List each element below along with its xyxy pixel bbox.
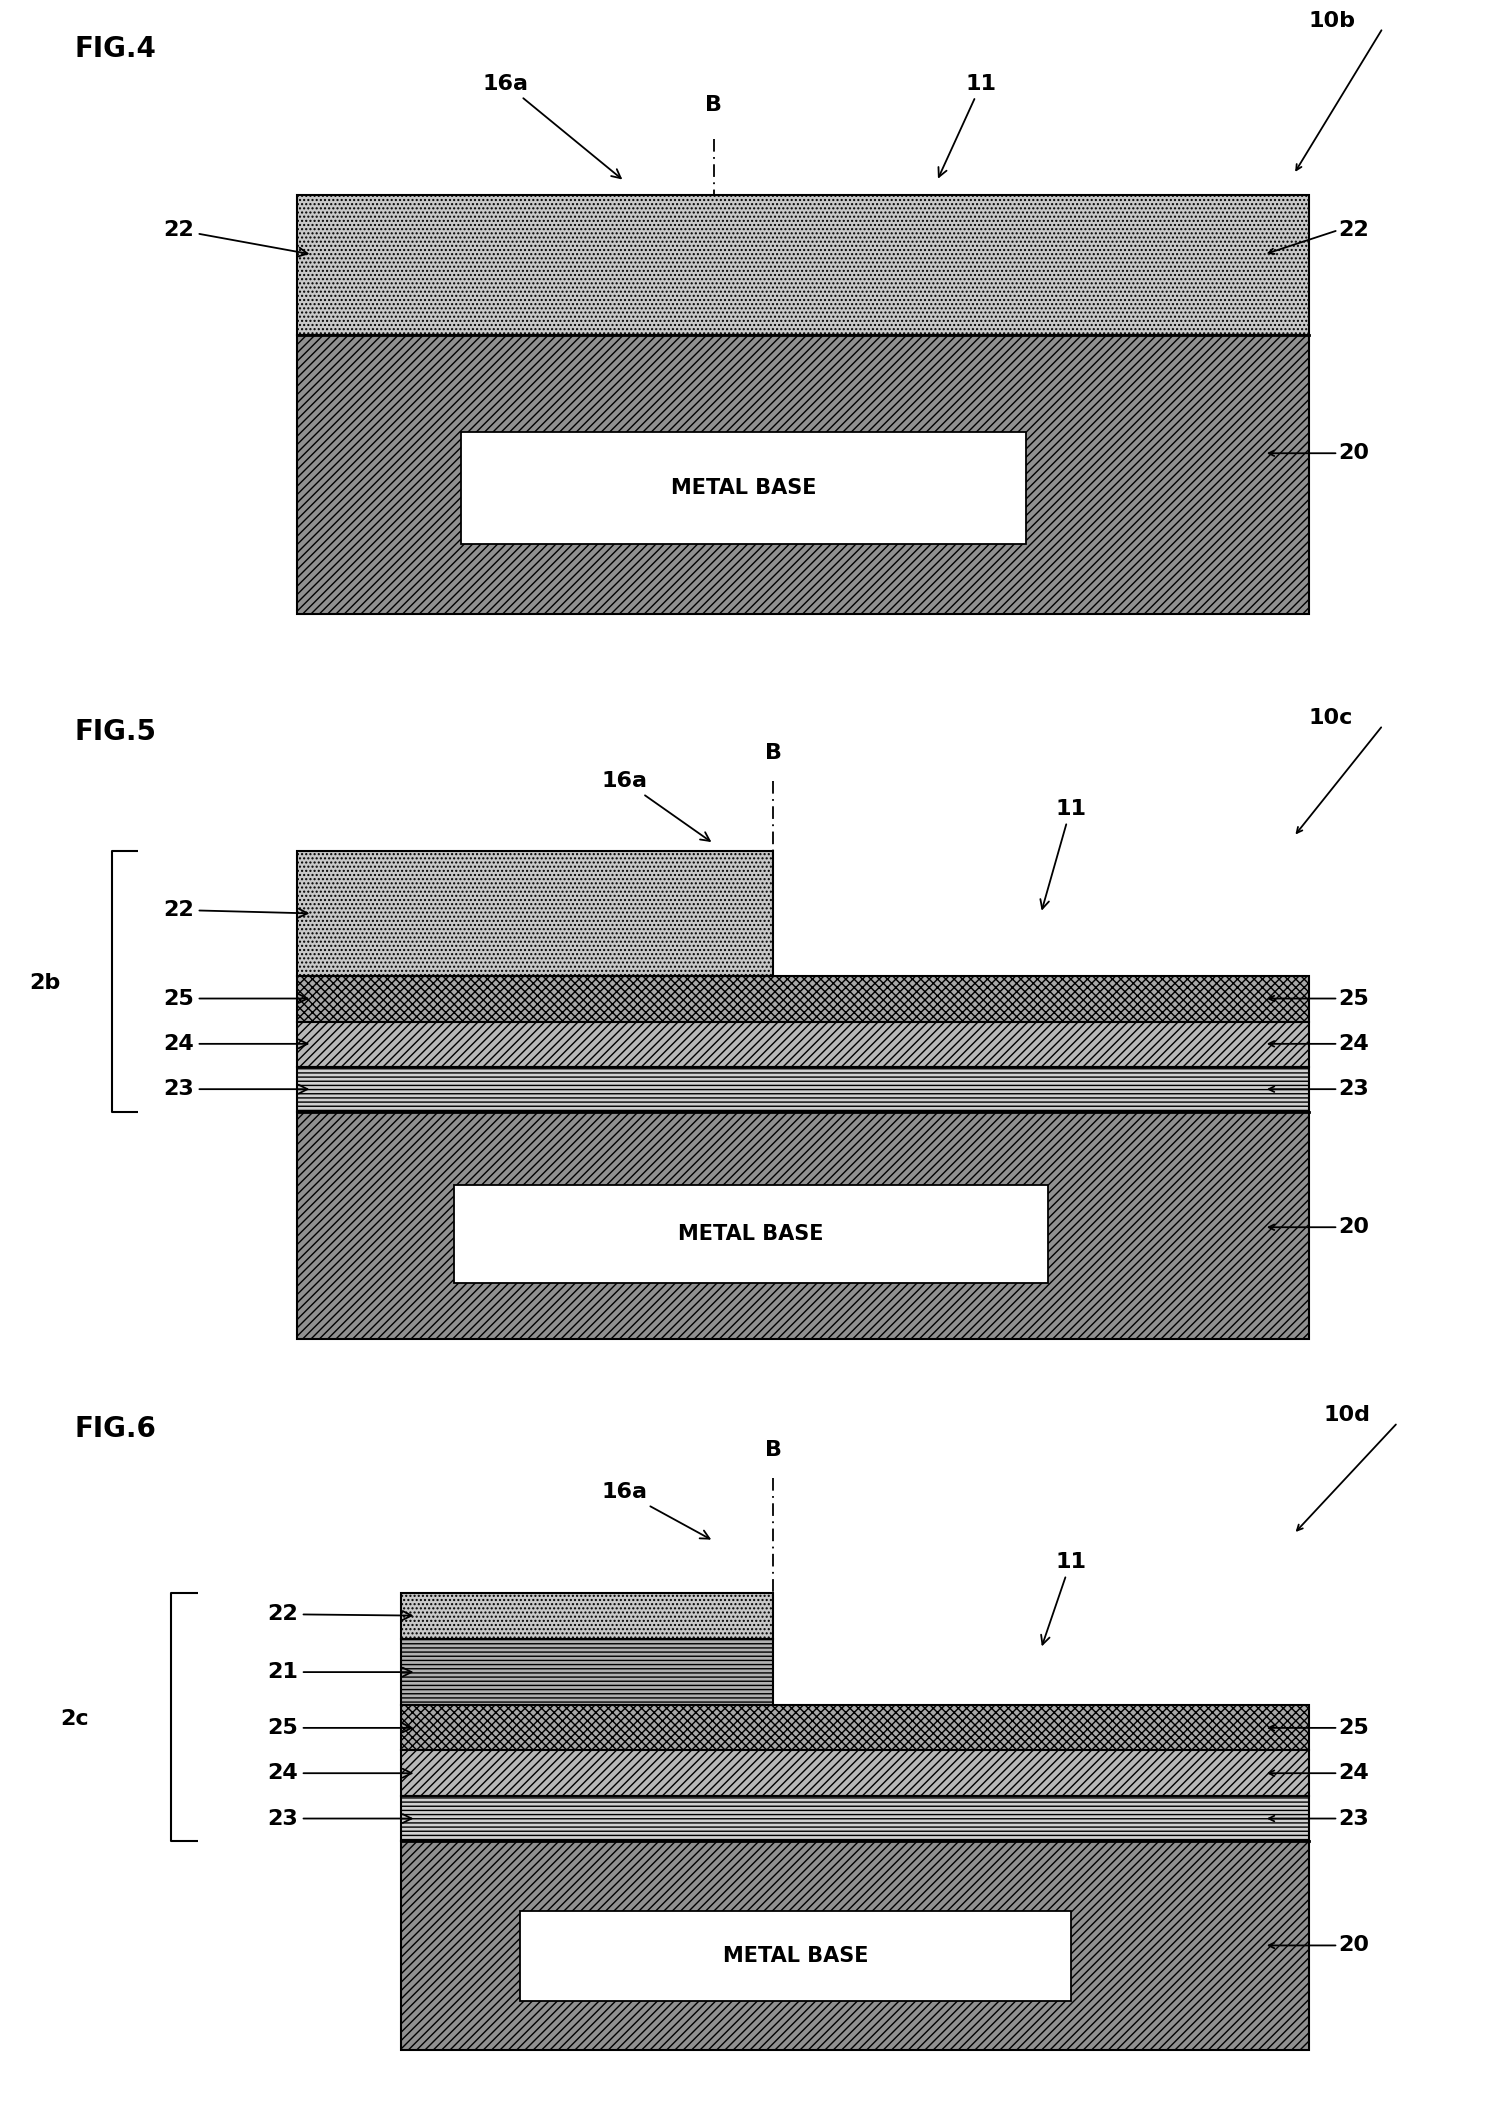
Bar (401, 1796, 1309, 1840)
Bar (297, 852, 773, 976)
Text: 22: 22 (164, 900, 308, 919)
Text: 20: 20 (1338, 444, 1370, 463)
Text: 23: 23 (268, 1809, 412, 1828)
Text: B: B (705, 95, 723, 114)
Bar (401, 1593, 773, 1640)
Bar (401, 1640, 773, 1705)
Bar (297, 976, 1309, 1021)
Text: 24: 24 (268, 1762, 412, 1783)
Text: 22: 22 (1338, 220, 1370, 241)
Bar (401, 1750, 1309, 1796)
Text: FIG.4: FIG.4 (74, 34, 156, 63)
Text: METAL BASE: METAL BASE (723, 1946, 868, 1965)
Text: 25: 25 (164, 989, 308, 1008)
Bar (297, 194, 1309, 334)
Text: 2b: 2b (28, 974, 61, 993)
Text: 2c: 2c (59, 1709, 89, 1728)
Bar (461, 433, 1026, 543)
Text: METAL BASE: METAL BASE (678, 1223, 824, 1245)
Text: 25: 25 (268, 1718, 412, 1737)
Text: METAL BASE: METAL BASE (671, 478, 816, 499)
Bar (454, 1185, 1048, 1283)
Bar (297, 334, 1309, 613)
Text: 10d: 10d (1323, 1405, 1371, 1426)
Text: 20: 20 (1338, 1936, 1370, 1955)
Text: 25: 25 (1338, 1718, 1370, 1737)
Text: 24: 24 (1338, 1033, 1370, 1054)
Bar (297, 1067, 1309, 1111)
Bar (520, 1910, 1071, 2001)
Text: 22: 22 (268, 1604, 412, 1625)
Text: 16a: 16a (602, 771, 709, 841)
Bar (297, 1111, 1309, 1340)
Text: FIG.6: FIG.6 (74, 1416, 156, 1443)
Text: 16a: 16a (483, 74, 622, 177)
Text: 23: 23 (1338, 1809, 1370, 1828)
Text: 25: 25 (1338, 989, 1370, 1008)
Text: 11: 11 (1041, 799, 1086, 909)
Text: 23: 23 (1338, 1080, 1370, 1099)
Text: B: B (764, 1441, 782, 1460)
Text: 11: 11 (1041, 1551, 1086, 1644)
Text: 20: 20 (1338, 1217, 1370, 1238)
Text: 24: 24 (164, 1033, 308, 1054)
Text: FIG.5: FIG.5 (74, 718, 156, 746)
Bar (401, 1705, 1309, 1750)
Text: 24: 24 (1338, 1762, 1370, 1783)
Text: 16a: 16a (602, 1481, 709, 1538)
Text: 23: 23 (164, 1080, 308, 1099)
Text: 10c: 10c (1309, 708, 1353, 729)
Text: 10b: 10b (1309, 11, 1356, 32)
Text: B: B (764, 744, 782, 763)
Text: 21: 21 (268, 1663, 412, 1682)
Text: 22: 22 (164, 220, 308, 256)
Bar (297, 1021, 1309, 1067)
Text: 11: 11 (938, 74, 996, 177)
Bar (401, 1840, 1309, 2050)
